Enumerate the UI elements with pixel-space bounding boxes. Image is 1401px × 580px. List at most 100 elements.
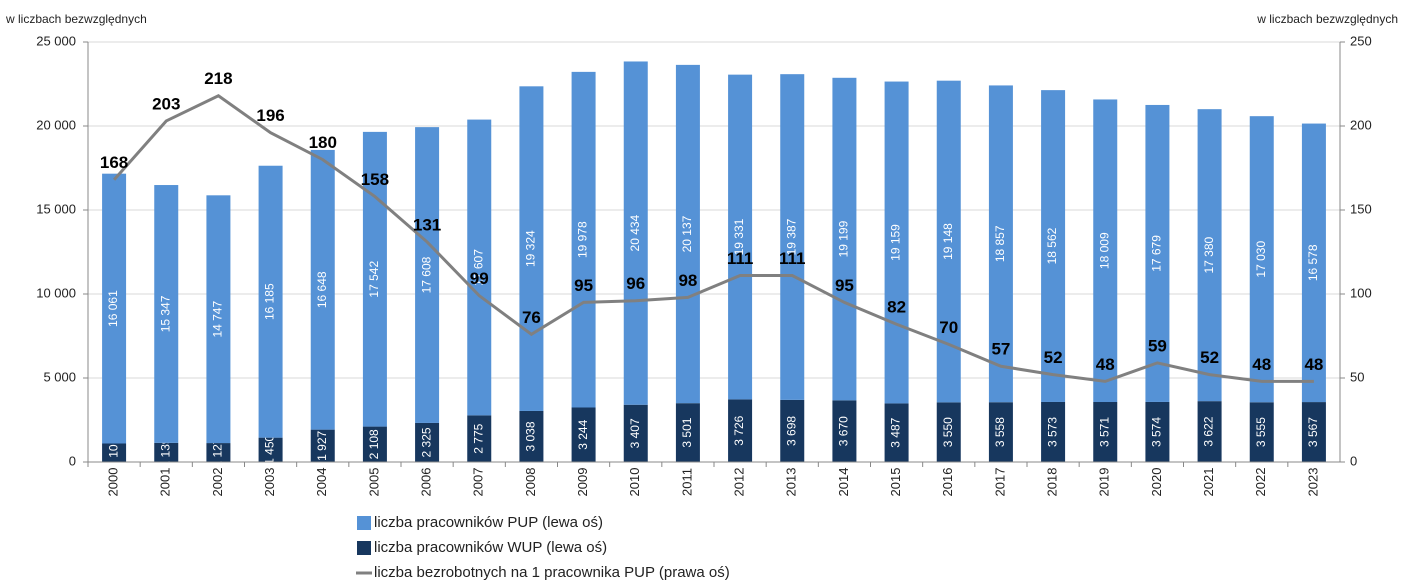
- bar-value-label: 3 558: [993, 417, 1007, 447]
- bar-value-label: 3 487: [889, 417, 903, 447]
- y-tick-label: 25 000: [36, 33, 76, 48]
- line-value-label: 98: [678, 271, 697, 290]
- bar-value-label: 20 434: [628, 214, 642, 251]
- x-tick-label: 2000: [106, 468, 121, 497]
- bar-value-label: 2 775: [471, 423, 485, 453]
- line: [112, 94, 1314, 383]
- line-value-label: 82: [887, 298, 906, 317]
- x-tick-label: 2023: [1305, 468, 1320, 497]
- bar: [415, 127, 440, 423]
- line-value-label: 111: [779, 249, 806, 268]
- bar: [988, 402, 1013, 462]
- bar-value-label: 14 747: [211, 301, 225, 338]
- y-tick-label: 20 000: [36, 117, 76, 132]
- bar: [832, 77, 857, 401]
- y2-tick-label: 100: [1350, 285, 1372, 300]
- bar-value-label: 3 574: [1150, 417, 1164, 447]
- bar-value-label: 3 567: [1306, 417, 1320, 447]
- legend-swatch: [357, 516, 371, 530]
- x-tick-label: 2019: [1097, 468, 1112, 497]
- legend-swatch: [357, 541, 371, 555]
- bar: [832, 400, 857, 462]
- bar: [1145, 401, 1170, 462]
- bar: [206, 195, 231, 444]
- bar-value-label: 17 380: [1202, 236, 1216, 273]
- bar: [1041, 401, 1066, 462]
- x-tick-label: 2016: [940, 468, 955, 497]
- bar: [467, 415, 492, 462]
- bar: [623, 404, 648, 462]
- bar-value-label: 1 101: [106, 437, 120, 467]
- bar: [988, 85, 1013, 403]
- legend-label: liczba pracowników WUP (lewa oś): [374, 539, 607, 556]
- line-value-label: 168: [100, 153, 128, 172]
- bar: [675, 403, 700, 462]
- bar: [571, 407, 596, 462]
- bar-value-label: 3 726: [732, 415, 746, 445]
- bar: [1145, 104, 1170, 402]
- bar: [310, 149, 335, 430]
- bar-value-label: 17 608: [419, 256, 433, 293]
- x-tick-label: 2005: [366, 468, 381, 497]
- x-tick-label: 2018: [1045, 468, 1060, 497]
- x-tick-label: 2011: [679, 468, 694, 496]
- bar: [675, 64, 700, 404]
- line-value-label: 70: [939, 318, 958, 337]
- x-tick-label: 2008: [523, 468, 538, 497]
- bar: [258, 165, 283, 438]
- bar: [936, 402, 961, 462]
- x-tick-label: 2007: [471, 468, 486, 497]
- bar-value-label: 3 555: [1254, 417, 1268, 447]
- bar: [1093, 402, 1118, 462]
- bar-value-label: 3 573: [1045, 417, 1059, 447]
- bar: [310, 429, 335, 462]
- bar: [258, 437, 283, 462]
- bar: [780, 399, 805, 462]
- bar-value-label: 3 571: [1097, 417, 1111, 447]
- bar: [1041, 90, 1066, 402]
- bar: [1093, 99, 1118, 403]
- line-value-label: 52: [1200, 348, 1219, 367]
- bar: [884, 403, 909, 462]
- x-tick-label: 2002: [210, 468, 225, 497]
- x-tick-label: 2014: [836, 468, 851, 497]
- x-tick-label: 2006: [419, 468, 434, 497]
- bar-value-label: 2 325: [419, 427, 433, 457]
- bar: [1249, 116, 1274, 403]
- bar-value-label: 15 347: [158, 295, 172, 332]
- bar: [1249, 402, 1274, 462]
- x-tick-label: 2012: [732, 468, 747, 497]
- bar-value-label: 19 148: [941, 223, 955, 260]
- line-value-label: 59: [1148, 336, 1167, 355]
- y2-axis-title: w liczbach bezwzględnych: [1256, 12, 1398, 26]
- x-tick-label: 2003: [262, 468, 277, 497]
- bar-value-label: 3 550: [941, 417, 955, 447]
- bar-value-label: 17 607: [471, 249, 485, 286]
- line-value-label: 218: [204, 69, 232, 88]
- y2-tick-label: 50: [1350, 369, 1364, 384]
- y2-tick-label: 0: [1350, 453, 1357, 468]
- x-tick-label: 2017: [992, 468, 1007, 497]
- y2-tick-label: 200: [1350, 117, 1372, 132]
- y2-tick-label: 250: [1350, 33, 1372, 48]
- line-value-label: 52: [1044, 348, 1063, 367]
- line-value-label: 99: [470, 269, 489, 288]
- line-value-label: 95: [835, 276, 854, 295]
- bar: [728, 399, 753, 462]
- line-value-label: 196: [256, 106, 284, 125]
- y-tick-label: 0: [69, 453, 76, 468]
- line-value-label: 48: [1096, 355, 1115, 374]
- bar: [1301, 402, 1326, 462]
- bar-value-label: 17 679: [1150, 235, 1164, 272]
- line-value-label: 76: [522, 308, 541, 327]
- bar-value-label: 3 501: [680, 417, 694, 447]
- bar-value-label: 3 407: [628, 418, 642, 448]
- line-value-label: 203: [152, 94, 180, 113]
- bar: [884, 81, 909, 404]
- bar-value-label: 19 199: [837, 220, 851, 257]
- legend-label: liczba bezrobotnych na 1 pracownika PUP …: [374, 564, 730, 580]
- bar: [206, 443, 231, 462]
- bar: [1197, 109, 1222, 402]
- bar: [362, 426, 387, 462]
